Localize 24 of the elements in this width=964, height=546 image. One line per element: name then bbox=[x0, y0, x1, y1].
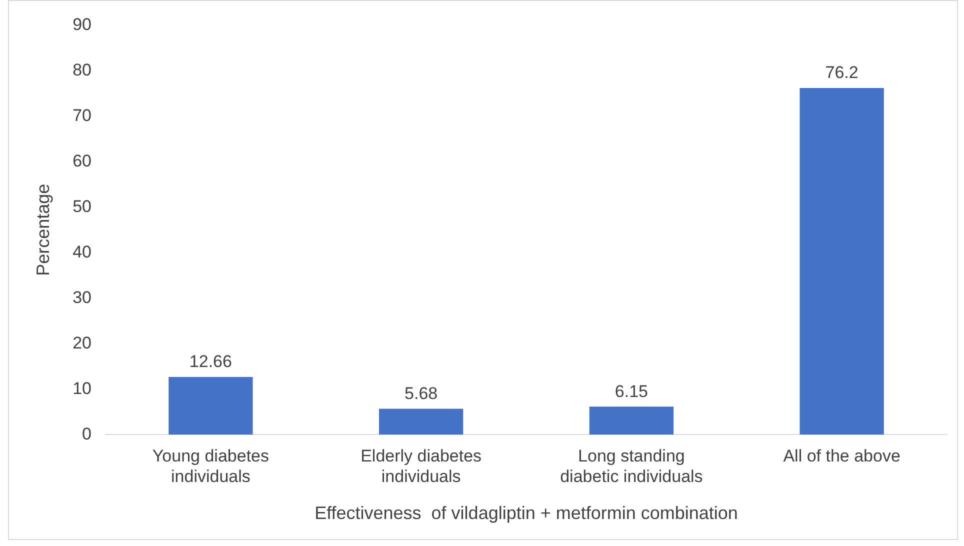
data-label: 6.15 bbox=[614, 382, 648, 401]
data-label: 5.68 bbox=[404, 384, 438, 403]
y-tick-label: 40 bbox=[72, 242, 92, 262]
x-tick-label: Elderly diabetes individuals bbox=[360, 446, 482, 486]
data-label: 76.2 bbox=[825, 63, 858, 82]
x-axis-title: Effectiveness of vildagliptin + metformin combination bbox=[314, 503, 738, 524]
bar bbox=[168, 377, 253, 435]
bar bbox=[800, 88, 884, 435]
data-label: 12.66 bbox=[189, 352, 232, 372]
y-tick-label: 20 bbox=[72, 333, 92, 352]
x-tick-label: All of the above bbox=[783, 446, 900, 466]
y-tick-label: 60 bbox=[72, 151, 92, 170]
y-tick-label: 50 bbox=[72, 196, 92, 216]
y-tick-label: 70 bbox=[72, 106, 92, 125]
y-tick-label: 30 bbox=[72, 288, 92, 307]
x-tick-label: Young diabetes individuals bbox=[152, 446, 269, 486]
y-tick-label: 10 bbox=[72, 378, 92, 398]
bar bbox=[589, 406, 674, 435]
bar bbox=[378, 408, 464, 435]
y-axis-title: Percentage bbox=[32, 184, 53, 276]
y-tick-label: 0 bbox=[82, 424, 92, 444]
y-tick-label: 80 bbox=[72, 60, 92, 80]
y-tick-label: 90 bbox=[72, 14, 92, 34]
x-tick-label: Long standing diabetic individuals bbox=[560, 446, 703, 486]
